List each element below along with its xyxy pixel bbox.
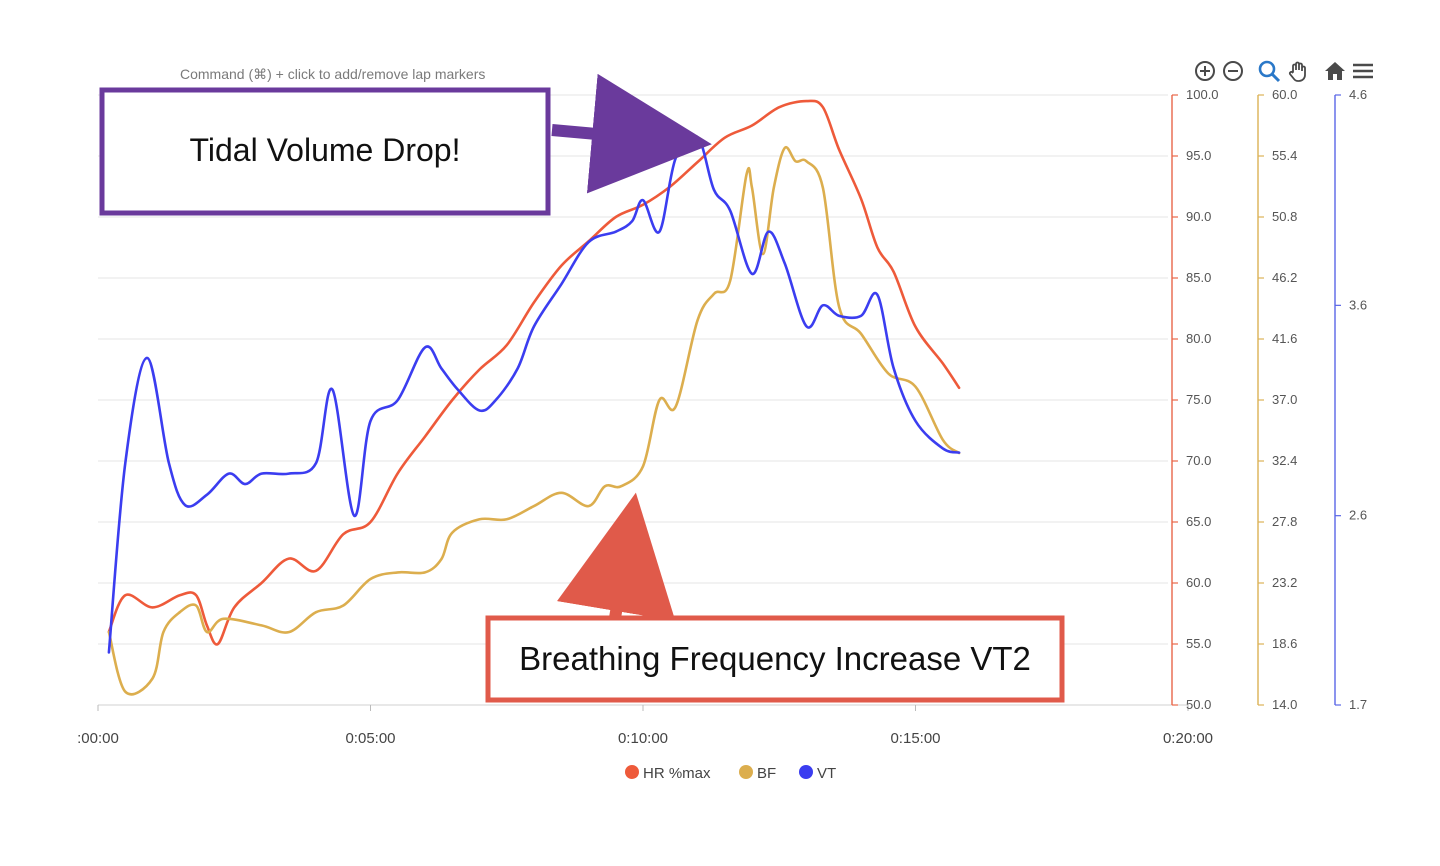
y-tick-label-bf: 32.4 bbox=[1272, 453, 1297, 468]
annotation-text-top: Tidal Volume Drop! bbox=[190, 132, 461, 168]
y-tick-label-vt: 1.7 bbox=[1349, 697, 1367, 712]
series-line-bf bbox=[107, 145, 961, 696]
y-tick-label-hr: 60.0 bbox=[1186, 575, 1211, 590]
zoom-out-icon[interactable] bbox=[1220, 58, 1246, 84]
y-tick-label-hr: 85.0 bbox=[1186, 270, 1211, 285]
y-tick-label-bf: 37.0 bbox=[1272, 392, 1297, 407]
y-tick-label-bf: 23.2 bbox=[1272, 575, 1297, 590]
y-tick-label-bf: 18.6 bbox=[1272, 636, 1297, 651]
legend-label: HR %max bbox=[643, 765, 711, 782]
y-tick-label-vt: 4.6 bbox=[1349, 87, 1367, 102]
lap-marker-hint: Command (⌘) + click to add/remove lap ma… bbox=[180, 66, 486, 82]
x-tick-label: 0:15:00 bbox=[890, 730, 940, 747]
y-tick-label-bf: 41.6 bbox=[1272, 331, 1297, 346]
y-tick-label-bf: 55.4 bbox=[1272, 148, 1297, 163]
y-tick-label-bf: 60.0 bbox=[1272, 87, 1297, 102]
axes: :00:00 0:05:00 0:10:00 0:15:00 0:20:00 100.0 9… bbox=[77, 87, 1367, 747]
chart-toolbar bbox=[1192, 58, 1382, 86]
annotation-text-bottom: Breathing Frequency Increase VT2 bbox=[519, 640, 1031, 677]
series-line-vt bbox=[107, 134, 961, 654]
series-line-hr-max bbox=[107, 99, 961, 646]
y-tick-label-hr: 50.0 bbox=[1186, 697, 1211, 712]
x-tick-label: 0:20:00 bbox=[1163, 730, 1213, 747]
y-tick-label-hr: 75.0 bbox=[1186, 392, 1211, 407]
y-tick-label-hr: 80.0 bbox=[1186, 331, 1211, 346]
series bbox=[107, 99, 961, 696]
annotation-box-bottom bbox=[485, 615, 1065, 703]
y-tick-label-vt: 3.6 bbox=[1349, 297, 1367, 312]
x-tick-label: 0:10:00 bbox=[618, 730, 668, 747]
y-tick-label-bf: 27.8 bbox=[1272, 514, 1297, 529]
legend-label: BF bbox=[757, 765, 776, 782]
y-tick-label-vt: 2.6 bbox=[1349, 508, 1367, 523]
home-icon[interactable] bbox=[1322, 58, 1348, 84]
x-tick-label: 0:05:00 bbox=[345, 730, 395, 747]
legend-marker bbox=[739, 765, 753, 779]
magnifier-icon[interactable] bbox=[1256, 58, 1282, 84]
annotation-tidal-volume: Tidal Volume Drop! bbox=[99, 73, 712, 216]
legend-label: VT bbox=[817, 765, 836, 782]
y-tick-label-hr: 70.0 bbox=[1186, 453, 1211, 468]
y-tick-label-hr: 90.0 bbox=[1186, 209, 1211, 224]
menu-icon[interactable] bbox=[1350, 58, 1376, 84]
x-tick-label: :00:00 bbox=[77, 730, 119, 747]
y-tick-label-hr: 55.0 bbox=[1186, 636, 1211, 651]
legend-marker bbox=[625, 765, 639, 779]
annotation-breathing-frequency: Breathing Frequency Increase VT2 bbox=[485, 492, 1065, 703]
y-tick-label-bf: 50.8 bbox=[1272, 209, 1297, 224]
y-tick-label-bf: 14.0 bbox=[1272, 697, 1297, 712]
annotation-arrow-bottom bbox=[556, 492, 676, 621]
y-tick-label-hr: 100.0 bbox=[1186, 87, 1219, 102]
zoom-in-icon[interactable] bbox=[1192, 58, 1218, 84]
annotation-arrow-top bbox=[551, 73, 712, 194]
y-tick-label-hr: 65.0 bbox=[1186, 514, 1211, 529]
legend-marker bbox=[799, 765, 813, 779]
pan-hand-icon[interactable] bbox=[1286, 58, 1312, 84]
annotation-box-top bbox=[99, 87, 551, 216]
y-tick-label-hr: 95.0 bbox=[1186, 148, 1211, 163]
legend: HR %max BF VT bbox=[625, 765, 836, 782]
y-tick-label-bf: 46.2 bbox=[1272, 270, 1297, 285]
